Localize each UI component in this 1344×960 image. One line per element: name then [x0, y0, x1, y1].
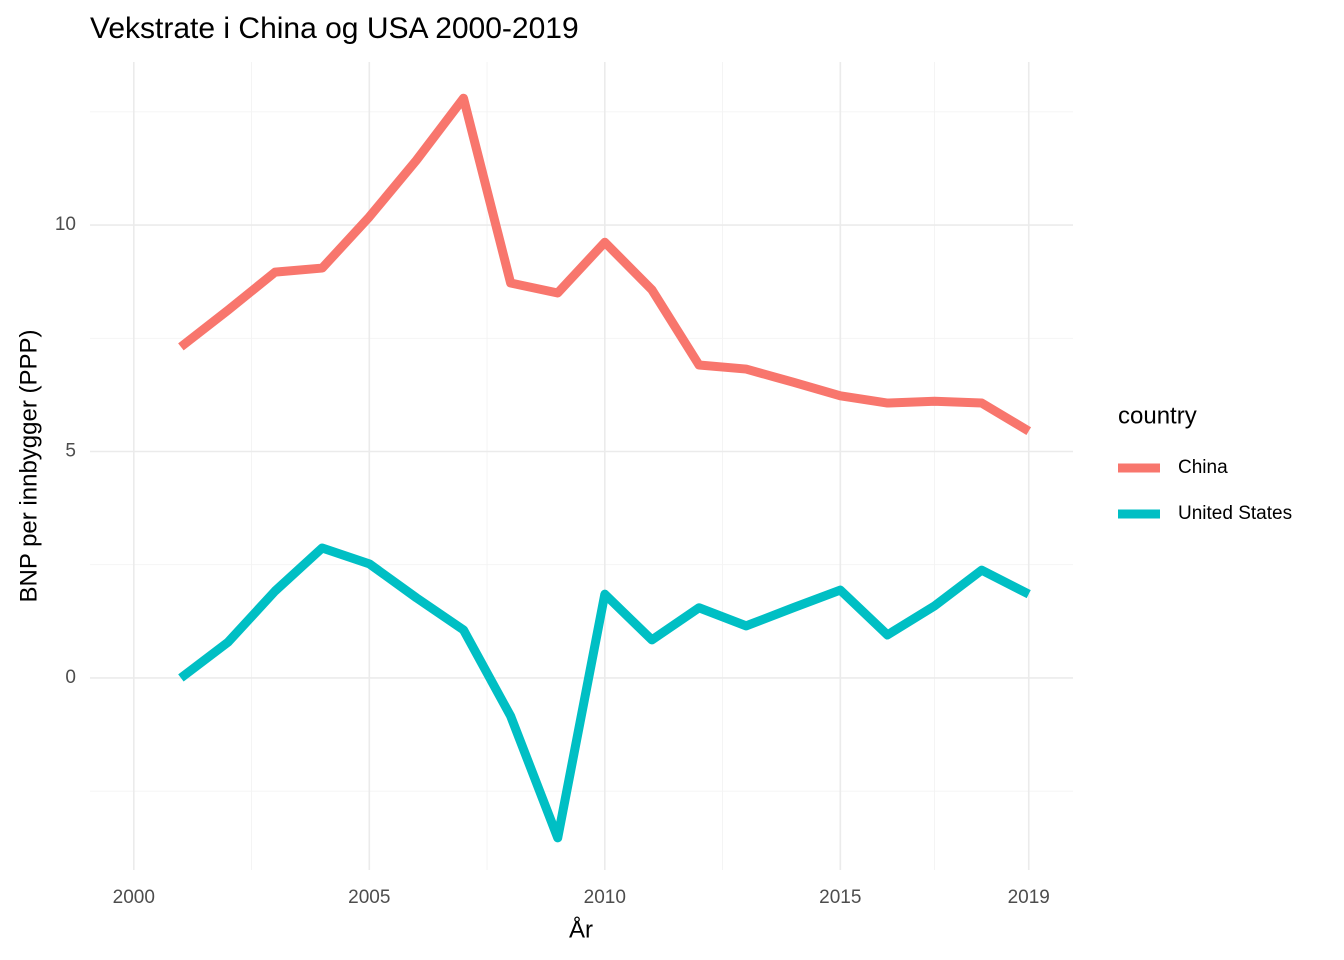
x-tick-label: 2010	[584, 887, 626, 908]
x-tick-label: 2015	[819, 887, 861, 908]
y-tick-label: 5	[65, 441, 76, 462]
y-tick-label: 0	[65, 667, 76, 688]
y-tick-label: 10	[55, 214, 76, 235]
y-axis-label: BNP per innbygger (PPP)	[15, 329, 42, 602]
legend-label: China	[1178, 457, 1228, 478]
series-line	[178, 543, 1031, 843]
legend-title: country	[1118, 402, 1197, 429]
series-line	[178, 93, 1032, 435]
x-tick-label: 2005	[348, 887, 390, 908]
chart-title: Vekstrate i China og USA 2000-2019	[90, 12, 579, 45]
x-tick-label: 2019	[1008, 887, 1050, 908]
x-axis-label: År	[569, 915, 593, 943]
x-tick-label: 2000	[113, 887, 155, 908]
legend-label: United States	[1178, 503, 1292, 524]
